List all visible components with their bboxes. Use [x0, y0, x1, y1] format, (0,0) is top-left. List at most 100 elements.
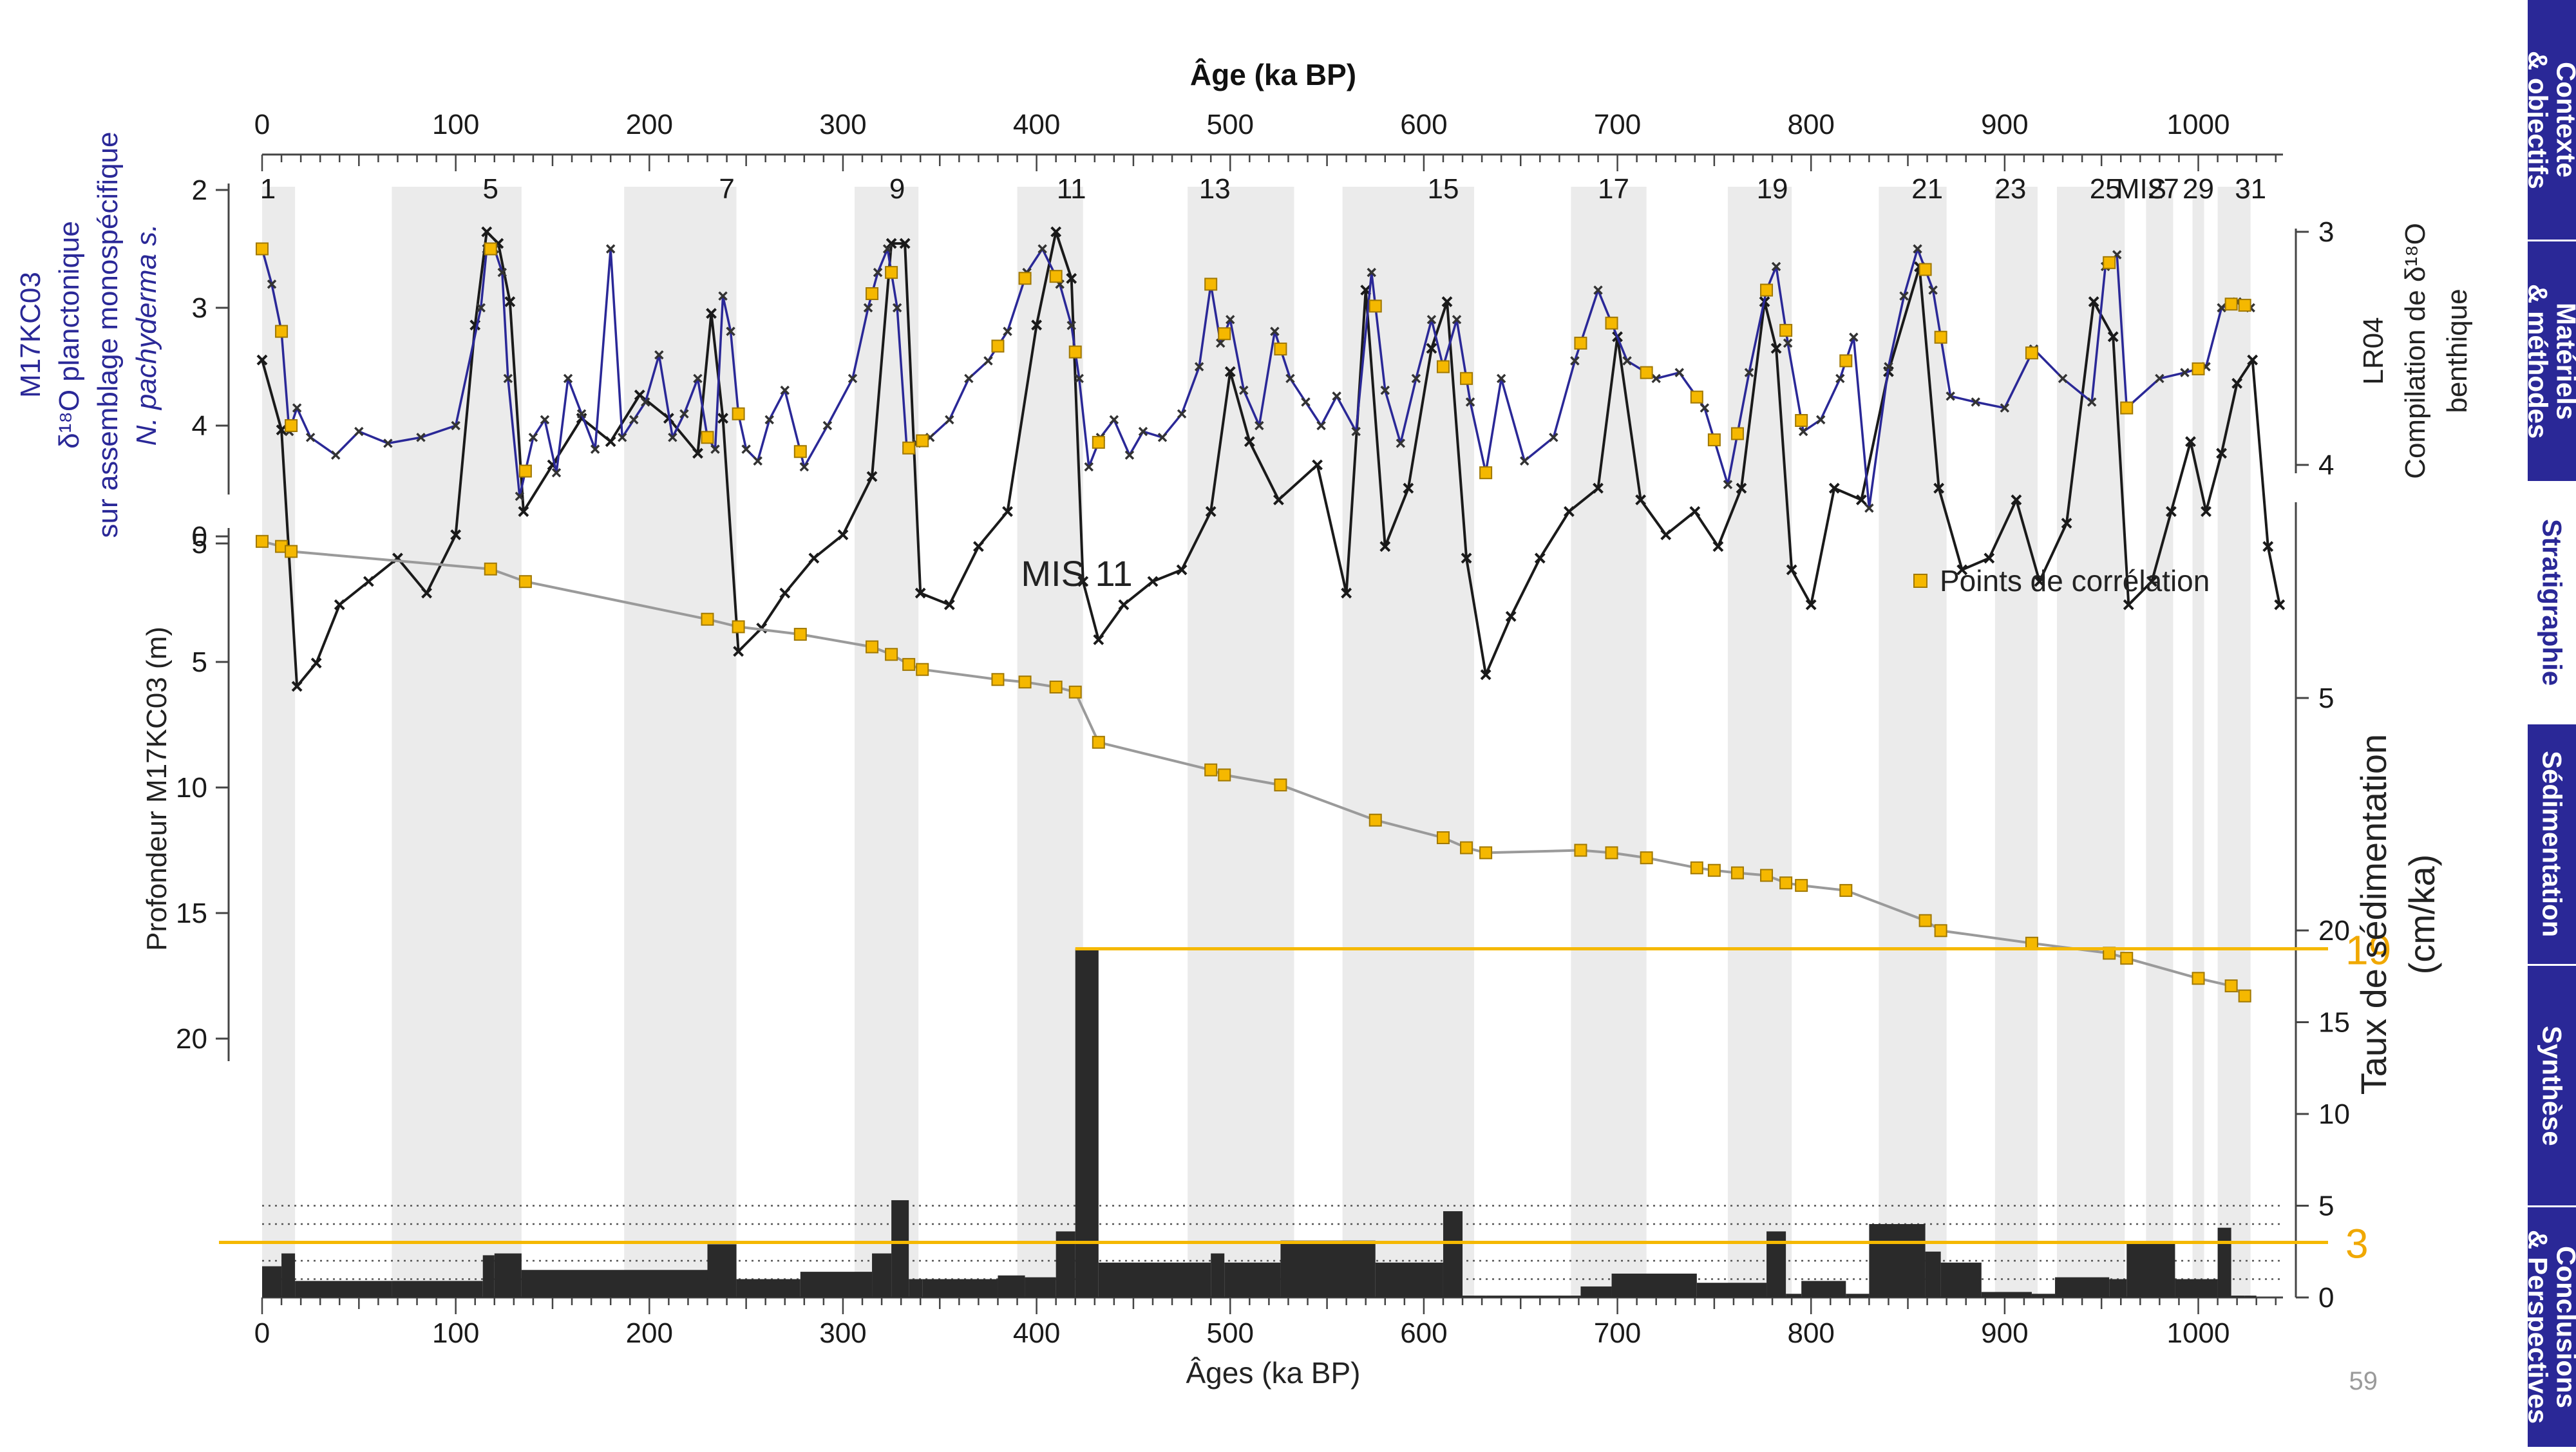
correlation-marker-top	[1049, 270, 1063, 283]
benthic-point	[733, 646, 744, 657]
benthic-point	[2146, 576, 2157, 587]
sedimentation-bar	[262, 1266, 282, 1297]
planktonic-axis-label: sur assemblage monospécifique	[92, 131, 124, 538]
planktonic-point	[822, 420, 833, 431]
correlation-marker-top	[1918, 263, 1932, 276]
benthic-point	[1341, 587, 1352, 599]
planktonic-point	[2180, 368, 2190, 377]
reference-label-19: 19	[2345, 927, 2391, 974]
benthic-point	[706, 308, 717, 319]
interglacial-band	[2192, 187, 2204, 1297]
correlation-marker-top	[1839, 354, 1853, 368]
correlation-point	[2192, 972, 2205, 985]
planktonic-point	[1835, 373, 1845, 384]
correlation-point	[1574, 844, 1587, 857]
correlation-marker-top	[1460, 372, 1473, 385]
top-left-tick-label: 4	[192, 410, 207, 442]
interglacial-band	[2057, 187, 2125, 1297]
benthic-point	[1050, 226, 1062, 238]
correlation-marker-top	[1436, 360, 1450, 373]
mis-label: 15	[1427, 173, 1459, 205]
planktonic-point	[1946, 391, 1955, 401]
mis-label: 25	[2090, 173, 2121, 205]
correlation-point	[484, 562, 497, 576]
correlation-point	[793, 628, 807, 641]
nav-tab-3[interactable]: Sédimentation	[2528, 724, 2576, 966]
correlation-point	[1018, 675, 1032, 689]
bottom-axis-tick-label: 700	[1594, 1317, 1641, 1349]
mis-label: 9	[889, 173, 905, 205]
rate-tick-label: 0	[2318, 1282, 2334, 1314]
benthic-point	[1933, 482, 1945, 494]
planktonic-point	[1520, 456, 1530, 466]
sedimentation-bar	[1375, 1262, 1443, 1297]
correlation-point	[1690, 861, 1703, 874]
nav-tab-1[interactable]: Matériels & méthodes	[2523, 241, 2576, 483]
benthic-point	[504, 296, 516, 308]
planktonic-point	[1744, 368, 1754, 377]
planktonic-point	[668, 433, 677, 442]
planktonic-point	[1215, 338, 1226, 348]
sedimentation-bar	[1696, 1283, 1767, 1297]
sedimentation-bar	[2126, 1242, 2175, 1297]
benthic-point	[1118, 599, 1130, 610]
bottom-axis-tick-label: 500	[1207, 1317, 1254, 1349]
benthic-point	[256, 354, 268, 366]
correlation-marker-top	[885, 266, 898, 279]
planktonic-point	[605, 244, 616, 254]
bottom-axis-title: Âges (ka BP)	[1186, 1356, 1361, 1390]
sedimentation-bar	[1925, 1251, 1941, 1297]
planktonic-point	[1798, 426, 1808, 437]
planktonic-point	[451, 420, 460, 431]
planktonic-point	[267, 279, 277, 289]
bottom-axis-tick-label: 600	[1400, 1317, 1447, 1349]
correlation-point	[1049, 681, 1063, 693]
benthic-point	[692, 448, 703, 459]
sedimentation-bar	[2055, 1277, 2110, 1297]
nav-tab-4[interactable]: Synthèse	[2528, 966, 2576, 1207]
sedimentation-bar	[1580, 1286, 1612, 1297]
planktonic-point	[1177, 409, 1187, 419]
sedimentation-bar	[2031, 1294, 2056, 1297]
sedimentation-bar	[482, 1255, 495, 1297]
planktonic-point	[1783, 338, 1793, 348]
nav-tab-0[interactable]: Contexte & objectifs	[2523, 0, 2576, 241]
planktonic-point	[617, 433, 627, 442]
top-axis-tick-label: 100	[432, 109, 479, 140]
correlation-point	[2224, 979, 2238, 993]
correlation-marker-top	[1707, 433, 1721, 447]
sedimentation-bar	[2244, 1296, 2257, 1297]
planktonic-point	[764, 415, 774, 425]
benthic-point	[2216, 448, 2227, 459]
nav-tab-5[interactable]: Conclusions & Perspectives	[2523, 1207, 2576, 1449]
sedimentation-bar	[736, 1279, 800, 1297]
benthic-point	[808, 552, 820, 564]
correlation-marker-top	[1218, 327, 1231, 341]
top-axis-tick-label: 200	[626, 109, 673, 140]
sedimentation-bar	[1801, 1281, 1846, 1297]
rate-tick-label: 15	[2318, 1007, 2350, 1039]
correlation-point	[1218, 768, 1231, 782]
correlation-marker-top	[2192, 362, 2205, 375]
reference-label-3: 3	[2345, 1221, 2369, 1267]
correlation-marker-top	[916, 434, 929, 448]
planktonic-point	[1849, 332, 1859, 342]
correlation-marker-top	[275, 325, 289, 338]
benthic-point	[914, 587, 926, 599]
nav-tab-2[interactable]: Stratigraphie	[2528, 483, 2576, 724]
correlation-point	[1707, 863, 1721, 877]
sedimentation-bar	[1869, 1224, 1926, 1297]
planktonic-point	[799, 462, 810, 472]
planktonic-point	[2058, 373, 2068, 384]
correlation-marker-top	[1760, 283, 1774, 297]
top-axis-title: Âge (ka BP)	[1190, 58, 1356, 91]
planktonic-point	[1899, 291, 1909, 301]
benthic-point	[1205, 505, 1217, 517]
sedimentation-bar	[281, 1253, 296, 1297]
top-axis-tick-label: 1000	[2167, 109, 2230, 140]
top-right-tick-label: 4	[2318, 449, 2334, 481]
sedimentation-bar	[2217, 1227, 2231, 1297]
sedimentation-bar	[1611, 1273, 1697, 1297]
correlation-marker-top	[1934, 330, 1947, 344]
benthic-point	[2011, 494, 2022, 505]
